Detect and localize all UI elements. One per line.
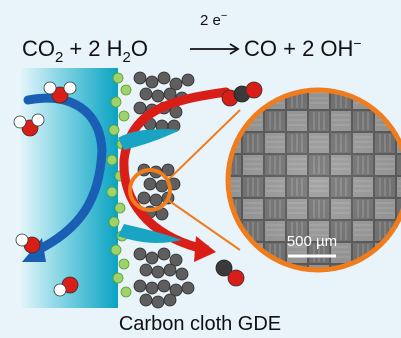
blue-arrow-bottom (32, 149, 107, 257)
red-arrow-bottom (119, 159, 209, 255)
reaction-equation: CO2 + 2 H2O 2 e− CO + 2 OH− (22, 10, 362, 66)
co2-molecule-icon (221, 81, 263, 107)
zoom-line-top (167, 109, 241, 181)
zoom-circle-small (128, 168, 172, 212)
eq-electrons: 2 e− (200, 10, 227, 29)
scale-bar-label: 500 µm (287, 233, 337, 250)
eq-products: CO + 2 OH− (244, 35, 362, 61)
h2o-molecule-icon (13, 113, 45, 137)
zoom-line-bottom (167, 199, 241, 251)
co-molecule-icon (215, 259, 245, 287)
caption: Carbon cloth GDE (119, 313, 281, 335)
electrolyte-region (18, 68, 118, 308)
blue-arrow-top (23, 93, 107, 155)
sem-image-border (225, 87, 401, 273)
carbon-particles (133, 71, 195, 309)
electrolyte-wedge-top (118, 129, 180, 150)
electrolyte-wedge-bottom (118, 224, 182, 243)
oh-molecule-icon (15, 233, 41, 254)
oh-molecule-icon (53, 276, 79, 297)
red-arrow-head (194, 236, 216, 262)
h2o-molecule-icon (43, 81, 77, 104)
eq-co2: CO2 + 2 H2O (22, 36, 148, 66)
eq-arrow-head (229, 43, 240, 55)
sem-image (228, 90, 401, 270)
